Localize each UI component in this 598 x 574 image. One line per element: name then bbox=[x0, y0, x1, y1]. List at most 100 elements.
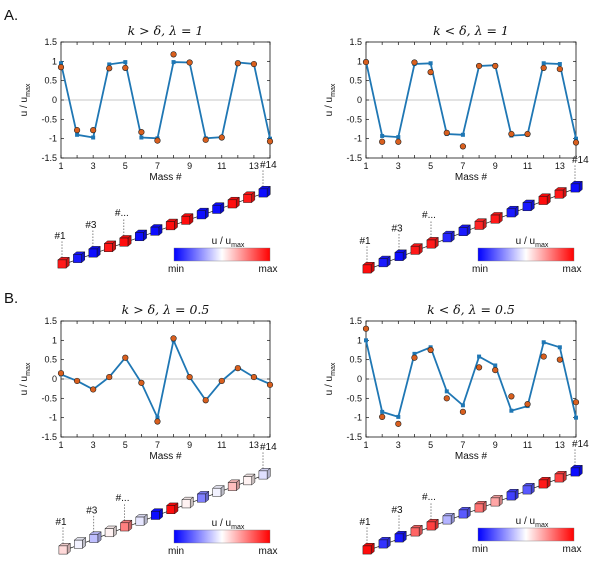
mass-cube bbox=[165, 502, 179, 515]
series-line bbox=[365, 340, 577, 419]
marker-point bbox=[202, 397, 209, 404]
line-point bbox=[460, 132, 465, 137]
cube-front-face bbox=[394, 533, 404, 543]
y-tick-label: -1 bbox=[354, 413, 362, 423]
colorbar-title: u / umax bbox=[516, 516, 549, 529]
cube-front-face bbox=[378, 258, 388, 268]
cube-front-face bbox=[181, 499, 191, 509]
marker-point bbox=[556, 356, 563, 363]
y-axis-label-sub: max bbox=[330, 362, 337, 376]
mass-cube bbox=[458, 224, 471, 237]
line-point bbox=[123, 60, 128, 65]
y-axis-label: u / umax bbox=[19, 83, 32, 116]
cube-front-face bbox=[243, 476, 252, 486]
marker-point bbox=[90, 127, 97, 134]
marker-point bbox=[250, 373, 258, 381]
mass-cube bbox=[394, 530, 407, 543]
colorbar bbox=[477, 527, 575, 542]
colorbar-title-sub: max bbox=[231, 242, 245, 249]
cube-front-face bbox=[134, 232, 144, 242]
marker-point bbox=[508, 130, 515, 138]
cube-front-face bbox=[212, 205, 221, 214]
line-point bbox=[541, 61, 546, 66]
mass-cube bbox=[362, 261, 375, 274]
line-point bbox=[428, 61, 433, 66]
x-tick-label: 1 bbox=[58, 161, 63, 171]
mass-cube bbox=[89, 531, 102, 544]
line-point bbox=[91, 135, 96, 140]
x-tick-label: 13 bbox=[249, 440, 259, 450]
mass-cube bbox=[570, 180, 583, 193]
marker-point bbox=[395, 420, 402, 427]
colorbar bbox=[173, 529, 271, 544]
mass-cube bbox=[57, 256, 70, 269]
line-point bbox=[412, 351, 417, 356]
marker-point bbox=[572, 139, 580, 146]
mass-label: #... bbox=[115, 208, 129, 219]
line-point bbox=[171, 60, 176, 65]
mass-cube bbox=[538, 193, 551, 206]
cube-front-face bbox=[362, 264, 372, 274]
x-tick-label: 9 bbox=[493, 440, 498, 450]
x-tick-label: 11 bbox=[523, 161, 532, 171]
marker-point bbox=[170, 51, 177, 58]
mass-label: #1 bbox=[359, 517, 371, 528]
cube-front-face bbox=[88, 248, 98, 258]
x-axis-label: Mass # bbox=[149, 451, 182, 462]
marker-point bbox=[540, 64, 547, 72]
marker-point bbox=[186, 373, 193, 381]
marker-point bbox=[170, 335, 177, 342]
y-tick-label: 1 bbox=[52, 56, 57, 66]
mass-label: #1 bbox=[55, 517, 67, 528]
y-tick-label: 1.5 bbox=[44, 316, 57, 326]
cube-front-face bbox=[458, 509, 468, 519]
marker-point bbox=[234, 60, 241, 67]
x-tick-label: 7 bbox=[460, 440, 465, 450]
cube-front-face bbox=[227, 199, 237, 209]
colorbar-min-label: min bbox=[168, 264, 184, 275]
line-point bbox=[59, 61, 63, 66]
y-tick-label: 0 bbox=[357, 374, 362, 384]
mass-cube bbox=[227, 479, 241, 492]
marker-point bbox=[459, 143, 467, 150]
y-tick-label: 1.5 bbox=[44, 37, 57, 47]
line-point bbox=[155, 415, 160, 420]
mass-cube bbox=[181, 496, 195, 509]
x-tick-label: 9 bbox=[187, 161, 192, 171]
colorbar-title: u / umax bbox=[212, 236, 245, 249]
panel-label-a: A. bbox=[4, 7, 18, 24]
cube-front-face bbox=[506, 491, 516, 501]
marker-point bbox=[122, 64, 129, 72]
mass-cube bbox=[458, 506, 471, 519]
mass-cube bbox=[410, 243, 423, 255]
y-axis-label-sub: max bbox=[330, 83, 337, 97]
y-tick-label: 0.5 bbox=[349, 76, 362, 86]
panel-label-b: B. bbox=[4, 290, 18, 307]
x-tick-label: 13 bbox=[555, 440, 565, 450]
cube-front-face bbox=[538, 479, 548, 489]
cube-front-face bbox=[181, 215, 191, 225]
x-tick-label: 1 bbox=[363, 440, 368, 450]
cube-front-face bbox=[362, 545, 372, 555]
mass-cube bbox=[212, 485, 225, 497]
mass-cube bbox=[180, 213, 194, 225]
marker-point bbox=[266, 381, 274, 388]
cube-front-face bbox=[166, 505, 176, 514]
mass-cube bbox=[522, 199, 535, 212]
colorbar-title-sub: max bbox=[535, 522, 549, 529]
y-tick-label: -1.5 bbox=[346, 153, 362, 163]
mass-cube bbox=[196, 207, 210, 220]
mass-cube bbox=[506, 205, 519, 218]
x-axis-label: Mass # bbox=[149, 172, 182, 183]
x-tick-label: 7 bbox=[155, 440, 160, 450]
marker-point bbox=[106, 65, 113, 72]
cube-front-face bbox=[442, 233, 452, 243]
marker-point bbox=[138, 128, 145, 136]
mass-cube bbox=[196, 490, 210, 503]
mass-cube bbox=[554, 187, 567, 199]
marker-point bbox=[138, 379, 145, 386]
cube-front-face bbox=[554, 473, 564, 483]
mass-cube bbox=[378, 536, 391, 549]
mass-label: #... bbox=[116, 493, 130, 504]
